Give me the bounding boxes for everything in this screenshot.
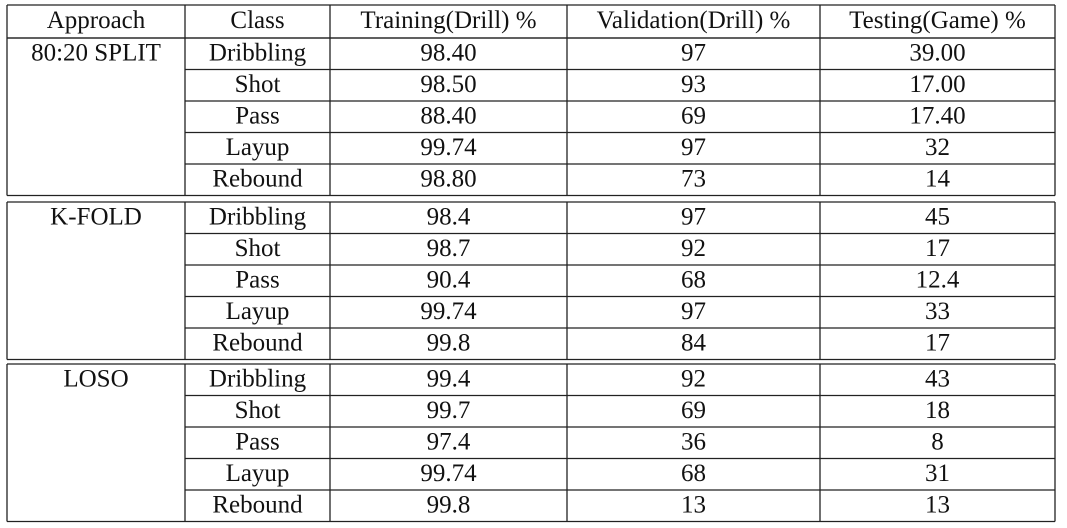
table-cell: 14: [925, 165, 951, 192]
table-cell: 98.40: [420, 39, 476, 66]
header-cell: Approach: [47, 7, 146, 34]
table-cell: 12.4: [916, 266, 960, 293]
table-cell: Shot: [235, 397, 281, 424]
table-cell: 33: [925, 298, 950, 325]
table-cell: 98.50: [420, 71, 476, 98]
table-cell: 8: [931, 428, 944, 455]
table-cell: 84: [681, 329, 707, 356]
table-cell: Dribbling: [209, 365, 307, 392]
table-cell: Shot: [235, 235, 281, 262]
table-cell: 32: [925, 134, 950, 161]
table-cell: 99.7: [427, 397, 471, 424]
table-cell: 97: [681, 203, 706, 230]
table-cell: 17: [925, 329, 950, 356]
table-cell: 97: [681, 39, 706, 66]
table-cell: 97: [681, 134, 706, 161]
table-cell: Dribbling: [209, 203, 307, 230]
table-cell: 31: [925, 460, 950, 487]
table-cell: 99.74: [420, 298, 477, 325]
table-cell: 68: [681, 460, 706, 487]
table-cell: 45: [925, 203, 950, 230]
table-cell: Rebound: [212, 491, 303, 518]
table-cell: 43: [925, 365, 950, 392]
table-cell: 99.74: [420, 134, 477, 161]
table-cell: Pass: [235, 266, 279, 293]
table-cell: Pass: [235, 102, 279, 129]
table-cell: 98.7: [427, 235, 471, 262]
table-cell: 99.74: [420, 460, 477, 487]
table-cell: 39.00: [909, 39, 965, 66]
table-cell: 98.4: [427, 203, 471, 230]
table-cell: 98.80: [420, 165, 476, 192]
table-cell: 92: [681, 365, 706, 392]
table-cell: Layup: [226, 134, 290, 161]
table-cell: 13: [681, 491, 706, 518]
table-cell: Layup: [226, 460, 290, 487]
header-cell: Training(Drill) %: [360, 7, 536, 34]
table-cell: Pass: [235, 428, 279, 455]
table-cell: 73: [681, 165, 706, 192]
table-cell: 90.4: [427, 266, 471, 293]
table-cell: 18: [925, 397, 950, 424]
table-cell: 36: [681, 428, 706, 455]
table-cell: 88.40: [420, 102, 476, 129]
table-cell: 17.00: [909, 71, 965, 98]
header-cell: Validation(Drill) %: [597, 7, 791, 34]
approach-cell: K-FOLD: [50, 203, 142, 230]
table-cell: 99.8: [427, 329, 471, 356]
table-cell: 68: [681, 266, 706, 293]
table-cell: 17: [925, 235, 950, 262]
table-cell: 97.4: [427, 428, 471, 455]
approach-cell: 80:20 SPLIT: [31, 39, 161, 66]
header-cell: Testing(Game) %: [849, 7, 1026, 34]
table-cell: 69: [681, 397, 706, 424]
header-cell: Class: [230, 7, 284, 34]
table-cell: 13: [925, 491, 950, 518]
table-cell: 97: [681, 298, 706, 325]
table-cell: 93: [681, 71, 706, 98]
table-cell: 99.4: [427, 365, 471, 392]
approach-cell: LOSO: [63, 365, 128, 392]
table-cell: Layup: [226, 298, 290, 325]
table-cell: 69: [681, 102, 706, 129]
table-cell: 17.40: [909, 102, 965, 129]
table-cell: 99.8: [427, 491, 471, 518]
table-cell: Shot: [235, 71, 281, 98]
table-cell: Dribbling: [209, 39, 307, 66]
table-cell: 92: [681, 235, 706, 262]
table-cell: Rebound: [212, 329, 303, 356]
table-cell: Rebound: [212, 165, 303, 192]
